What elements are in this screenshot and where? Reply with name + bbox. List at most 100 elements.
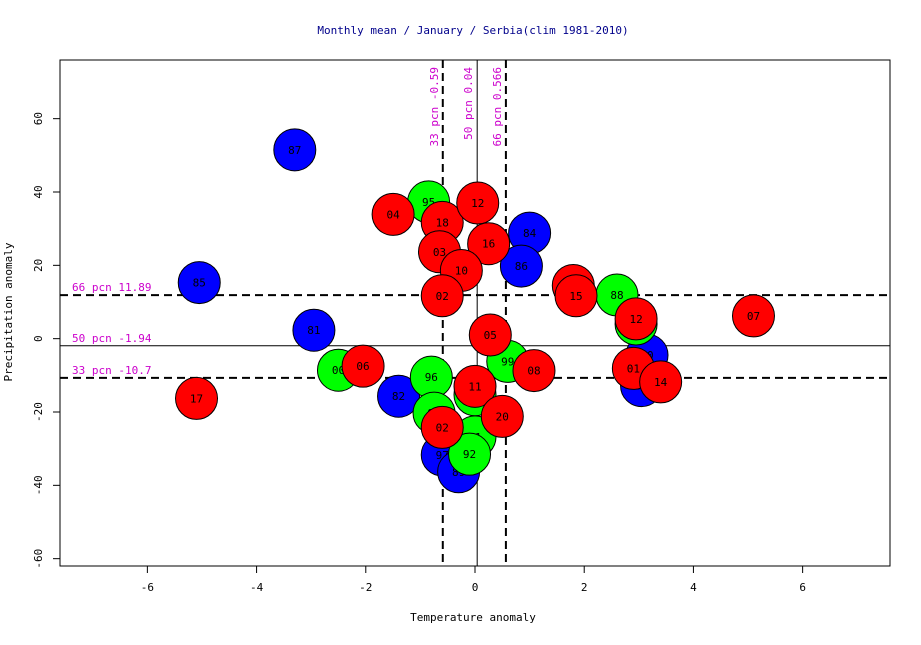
point-marker <box>371 192 415 236</box>
x-tick-label: 0 <box>472 581 479 594</box>
vertical-reference-label: 66 pcn 0.566 <box>491 67 504 146</box>
point-label: 16 <box>482 238 495 251</box>
y-tick-label: -40 <box>32 475 45 495</box>
y-tick-label: 0 <box>32 335 45 342</box>
point-marker <box>499 244 543 288</box>
data-point: 06 <box>341 344 385 388</box>
point-marker <box>554 274 598 318</box>
data-point: 82 <box>377 374 421 418</box>
point-label: 02 <box>436 421 449 434</box>
vertical-reference-label: 50 pcn 0.04 <box>462 67 475 140</box>
point-marker <box>420 405 464 449</box>
point-marker <box>480 394 524 438</box>
point-label: 06 <box>356 360 369 373</box>
data-point: 16 <box>467 222 511 266</box>
point-label: 01 <box>627 362 640 375</box>
point-label: 85 <box>193 277 206 290</box>
y-axis-label: Precipitation anomaly <box>2 242 15 381</box>
point-marker <box>448 432 492 476</box>
point-label: 05 <box>484 329 497 342</box>
point-marker <box>614 297 658 341</box>
point-label: 11 <box>468 380 481 393</box>
point-marker <box>467 222 511 266</box>
data-point: 87 <box>273 128 317 172</box>
data-points: 8785818284868083978995009693919299889498… <box>175 128 775 494</box>
point-label: 12 <box>629 313 642 326</box>
reference-labels: 33 pcn -0.59 50 pcn 0.04 66 pcn 0.566 66 pc… <box>72 67 504 377</box>
x-tick-label: 4 <box>690 581 697 594</box>
data-point: 81 <box>292 308 336 352</box>
point-marker <box>512 349 556 393</box>
point-label: 87 <box>288 144 301 157</box>
data-point: 02 <box>420 405 464 449</box>
point-marker <box>175 376 219 420</box>
data-point: 84 <box>508 211 552 255</box>
data-point: 17 <box>175 376 219 420</box>
data-point: 12 <box>614 297 658 341</box>
point-label: 10 <box>455 264 468 277</box>
horizontal-reference-label: 66 pcn 11.89 <box>72 281 151 294</box>
point-label: 86 <box>515 260 528 273</box>
chart-title: Monthly mean / January / Serbia(clim 198… <box>317 24 628 37</box>
data-point: 07 <box>731 294 775 338</box>
y-tick-label: -60 <box>32 549 45 569</box>
point-marker <box>639 360 683 404</box>
data-point: 02 <box>420 274 464 318</box>
y-axis: -60 -40 -20 0 20 40 60 <box>32 112 61 569</box>
point-label: 82 <box>392 390 405 403</box>
data-point: 20 <box>480 394 524 438</box>
x-tick-label: -6 <box>141 581 154 594</box>
data-point: 85 <box>177 261 221 305</box>
point-marker <box>456 181 500 225</box>
vertical-reference-label: 33 pcn -0.59 <box>428 67 441 146</box>
point-label: 81 <box>307 324 320 337</box>
y-tick-label: 40 <box>32 185 45 198</box>
point-marker <box>420 274 464 318</box>
point-label: 02 <box>436 290 449 303</box>
point-label: 08 <box>527 365 540 378</box>
y-tick-label: 20 <box>32 259 45 272</box>
data-point: 11 <box>453 364 497 408</box>
horizontal-reference-label: 50 pcn -1.94 <box>72 332 152 345</box>
point-marker <box>341 344 385 388</box>
point-label: 15 <box>569 290 582 303</box>
data-point: 04 <box>371 192 415 236</box>
data-point: 15 <box>554 274 598 318</box>
point-label: 17 <box>190 392 203 405</box>
point-label: 99 <box>501 355 514 368</box>
data-point: 86 <box>499 244 543 288</box>
point-label: 03 <box>433 246 446 259</box>
data-point: 92 <box>448 432 492 476</box>
point-label: 84 <box>523 227 537 240</box>
data-point: 08 <box>512 349 556 393</box>
point-label: 12 <box>471 197 484 210</box>
x-axis: -6 -4 -2 0 2 4 6 <box>141 565 806 594</box>
point-marker <box>292 308 336 352</box>
point-marker <box>468 313 512 357</box>
x-tick-label: -4 <box>250 581 264 594</box>
x-tick-label: -2 <box>359 581 372 594</box>
point-label: 04 <box>386 208 400 221</box>
point-label: 20 <box>496 410 509 423</box>
data-point: 05 <box>468 313 512 357</box>
point-label: 92 <box>463 448 476 461</box>
point-marker <box>273 128 317 172</box>
point-label: 88 <box>610 289 623 302</box>
point-marker <box>453 364 497 408</box>
point-marker <box>377 374 421 418</box>
point-label: 18 <box>436 216 449 229</box>
data-point: 14 <box>639 360 683 404</box>
point-label: 96 <box>425 371 438 384</box>
x-tick-label: 2 <box>581 581 588 594</box>
horizontal-reference-label: 33 pcn -10.7 <box>72 364 151 377</box>
y-tick-label: 60 <box>32 112 45 125</box>
x-tick-label: 6 <box>799 581 806 594</box>
point-label: 07 <box>747 310 760 323</box>
point-marker <box>177 261 221 305</box>
point-label: 14 <box>654 376 668 389</box>
data-point: 12 <box>456 181 500 225</box>
x-axis-label: Temperature anomaly <box>410 611 536 624</box>
y-tick-label: -20 <box>32 402 45 422</box>
